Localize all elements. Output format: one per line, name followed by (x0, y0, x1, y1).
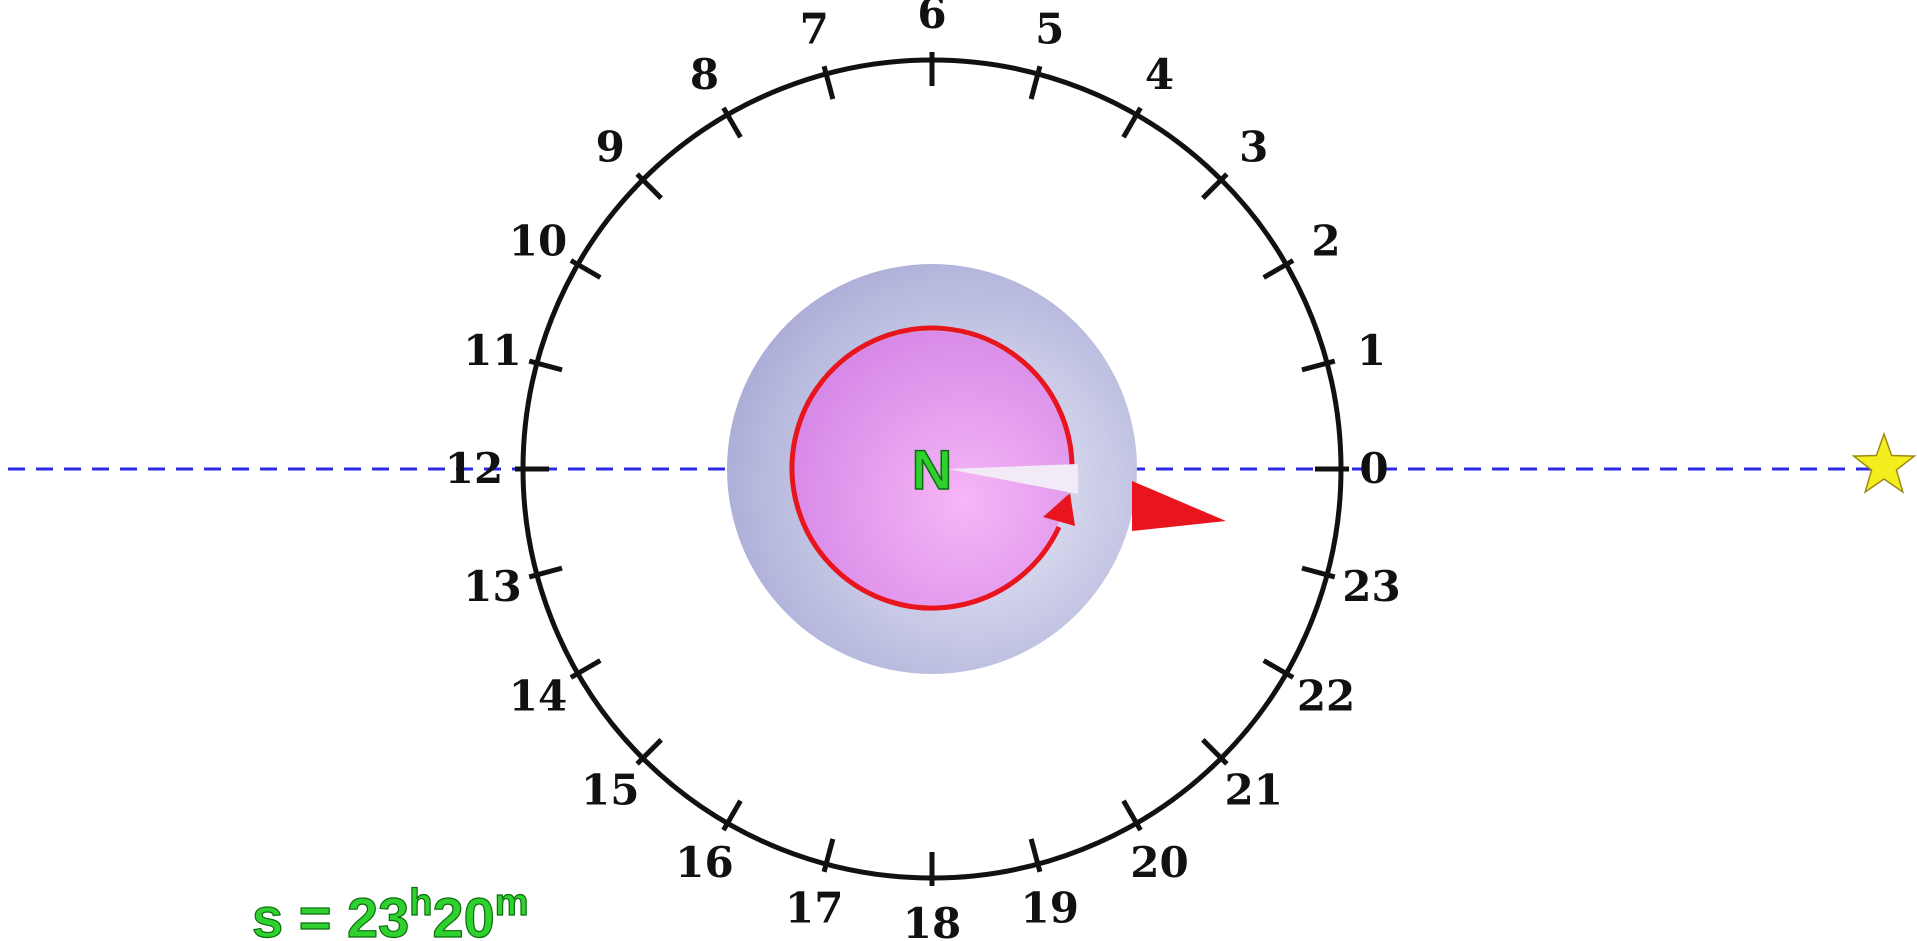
hour-label: 12 (445, 444, 503, 493)
hour-label: 3 (1239, 122, 1268, 171)
hour-tick (1028, 838, 1043, 873)
hour-label: 15 (581, 766, 639, 815)
direction-arrow-icon (1132, 481, 1226, 531)
hour-tick (721, 799, 743, 832)
hour-tick (528, 358, 563, 373)
hour-label: 11 (463, 326, 521, 375)
hour-label: 7 (800, 5, 829, 54)
hour-tick (1262, 658, 1295, 680)
hour-tick (1121, 106, 1143, 139)
hour-label: 17 (785, 883, 843, 932)
hour-label: 18 (903, 899, 961, 941)
hour-ticks (515, 52, 1349, 886)
hour-tick (821, 838, 836, 873)
sidereal-time-readout: s = 23h20m (251, 882, 529, 941)
hour-tick (1262, 258, 1295, 280)
hour-tick (569, 258, 602, 280)
north-pole-label: N (912, 438, 952, 501)
star-icon (1851, 431, 1917, 494)
hour-label: 2 (1311, 217, 1340, 266)
hour-tick (635, 172, 663, 200)
hour-label: 0 (1359, 444, 1388, 493)
sidereal-equals: = (298, 886, 332, 941)
earth-inner-disc (794, 331, 1070, 607)
hour-tick (569, 658, 602, 680)
hour-label: 6 (917, 0, 946, 38)
hour-tick (1301, 358, 1336, 373)
hour-label: 5 (1035, 5, 1064, 54)
hour-label: 10 (509, 217, 567, 266)
hour-label: 21 (1225, 766, 1283, 815)
hour-label: 1 (1357, 326, 1386, 375)
hour-label: 8 (690, 50, 719, 99)
sidereal-minutes-unit: m (494, 882, 529, 924)
hour-label: 22 (1297, 672, 1355, 721)
hour-label: 19 (1021, 883, 1079, 932)
hour-label: 14 (509, 672, 567, 721)
hour-hand-wedge (948, 464, 1078, 494)
sidereal-symbol: s (251, 886, 284, 941)
sidereal-minutes: 20 (432, 886, 496, 941)
hour-tick (1201, 738, 1229, 766)
hour-label: 4 (1145, 50, 1174, 99)
hour-tick (1201, 172, 1229, 200)
hour-label: 23 (1342, 562, 1400, 611)
hour-tick (635, 738, 663, 766)
rotation-arrowhead (1043, 493, 1075, 526)
hour-tick (1121, 799, 1143, 832)
hour-label: 9 (596, 122, 625, 171)
sidereal-hours: 23 (346, 886, 410, 941)
hour-tick (528, 565, 563, 580)
hour-label: 20 (1130, 838, 1188, 887)
hour-label: 16 (675, 838, 733, 887)
hour-label: 13 (463, 562, 521, 611)
sidereal-hours-unit: h (409, 882, 433, 924)
rotation-arrow-icon (789, 325, 1075, 611)
hour-tick (721, 106, 743, 139)
hour-tick (821, 65, 836, 100)
hour-tick (1301, 565, 1336, 580)
hour-tick (1028, 65, 1043, 100)
